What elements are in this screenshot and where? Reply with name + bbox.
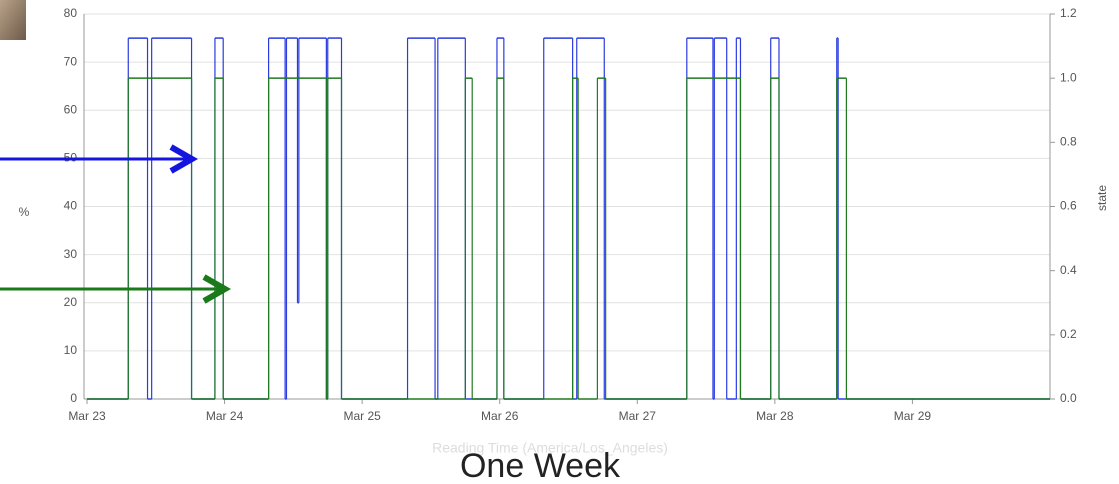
x-tick-label: Mar 27 xyxy=(619,409,657,423)
y2-tick-label: 0.0 xyxy=(1060,391,1077,405)
thumbnail xyxy=(0,0,26,40)
y-tick-label: 40 xyxy=(64,199,78,213)
x-tick-label: Mar 25 xyxy=(343,409,381,423)
chart: 010203040506070800.00.20.40.60.81.01.2Ma… xyxy=(0,0,1119,484)
y-tick-label: 10 xyxy=(64,343,78,357)
y-axis-label: % xyxy=(19,205,30,219)
x-tick-label: Mar 26 xyxy=(481,409,519,423)
x-tick-label: Mar 24 xyxy=(206,409,244,423)
y2-tick-label: 0.2 xyxy=(1060,327,1077,341)
y-tick-label: 80 xyxy=(64,6,78,20)
y2-tick-label: 0.8 xyxy=(1060,135,1077,149)
x-tick-label: Mar 29 xyxy=(894,409,932,423)
y2-axis-label: state xyxy=(1095,185,1109,211)
x-tick-label: Mar 23 xyxy=(68,409,106,423)
y-tick-label: 60 xyxy=(64,102,78,116)
y2-tick-label: 0.6 xyxy=(1060,199,1077,213)
y-tick-label: 20 xyxy=(64,295,78,309)
y2-tick-label: 1.0 xyxy=(1060,70,1077,84)
x-tick-label: Mar 28 xyxy=(756,409,794,423)
y-tick-label: 30 xyxy=(64,247,78,261)
y-tick-label: 70 xyxy=(64,54,78,68)
y2-tick-label: 0.4 xyxy=(1060,263,1077,277)
y-tick-label: 0 xyxy=(70,391,77,405)
y2-tick-label: 1.2 xyxy=(1060,6,1077,20)
plot-area: 010203040506070800.00.20.40.60.81.01.2Ma… xyxy=(64,6,1077,423)
caption: One Week xyxy=(460,447,621,484)
